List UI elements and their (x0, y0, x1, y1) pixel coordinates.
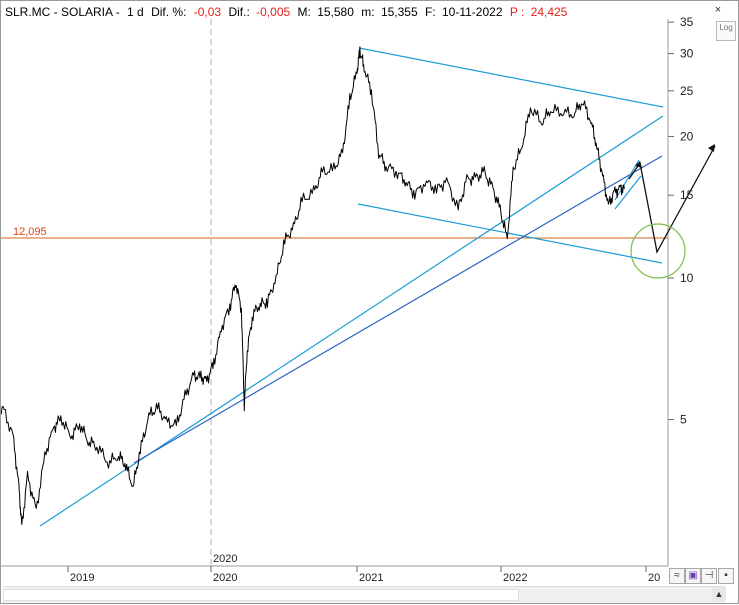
zoom-icon[interactable]: ≈ (669, 568, 685, 584)
level-label: 12,095 (13, 226, 47, 238)
x-tick-label-2022: 2022 (503, 572, 527, 584)
header-price-value: 24,425 (531, 5, 568, 19)
header-dif-value: -0,005 (256, 5, 290, 19)
log-button-label: Log (719, 23, 733, 32)
trendline-wedge-a (614, 159, 640, 201)
projection-arrows (628, 144, 716, 254)
header-symbol: SLR.MC - SOLARIA - (5, 5, 123, 19)
header-dif-label: Dif.: (228, 5, 249, 19)
close-icon[interactable]: × (714, 4, 722, 16)
y-tick-label: 5 (680, 413, 687, 427)
trendline-support-2 (133, 155, 663, 464)
log-scale-button[interactable]: Log (716, 21, 736, 41)
settings-icon[interactable]: ▪ (718, 568, 734, 584)
price-series-line (1, 46, 625, 525)
x-tick-label-2023: 20 (648, 572, 660, 584)
scrollbar-thumb[interactable] (3, 589, 519, 601)
header-max-label: M: (298, 5, 311, 19)
header-date-value: 10-11-2022 (442, 5, 503, 19)
y-tick-label: 35 (680, 15, 694, 29)
trendlines (39, 47, 664, 527)
header-pct-label: Dif. %: (151, 5, 186, 19)
save-icon[interactable]: ▣ (685, 568, 701, 584)
trendline-wedge-b (614, 175, 642, 210)
header-min-label: m: (361, 5, 374, 19)
x-tick-label-2019: 2019 (70, 572, 94, 584)
header-min-value: 15,355 (381, 5, 418, 19)
target-circle (630, 223, 686, 279)
horizontal-scrollbar[interactable] (3, 586, 725, 603)
x-tick-label-2020: 2020 (213, 572, 237, 584)
header-date-label: F: (425, 5, 436, 19)
trendline-upper (358, 47, 664, 108)
header-pct-value: -0,03 (194, 5, 222, 19)
trendline-long-support (39, 115, 664, 527)
y-tick-label: 25 (680, 84, 694, 98)
projection-path (628, 145, 716, 254)
arrow-head-up (708, 144, 715, 152)
y-tick-label: 30 (680, 47, 694, 61)
x-marker-label: 2020 (213, 553, 237, 565)
x-axis-ticks: 2019 2020 2021 2022 20 2020 (67, 553, 660, 584)
y-tick-label: 20 (680, 129, 694, 143)
y-tick-label: 15 (680, 188, 694, 202)
trendline-lower (357, 203, 663, 264)
header-max-value: 15,580 (317, 5, 354, 19)
header-interval: 1 d (127, 5, 144, 19)
y-tick-label: 10 (680, 271, 694, 285)
pin-icon[interactable]: ⊣ (701, 568, 717, 584)
chart-header: SLR.MC - SOLARIA - 1 d Dif. %: -0,03 Dif… (5, 5, 568, 19)
y-axis-ticks: 5 10 15 20 25 30 35 (668, 15, 694, 427)
header-price-label: P : (510, 5, 524, 19)
scroll-up-icon[interactable]: ▲ (712, 587, 726, 601)
arrow-head-peak (635, 161, 642, 168)
x-tick-label-2021: 2021 (359, 572, 383, 584)
